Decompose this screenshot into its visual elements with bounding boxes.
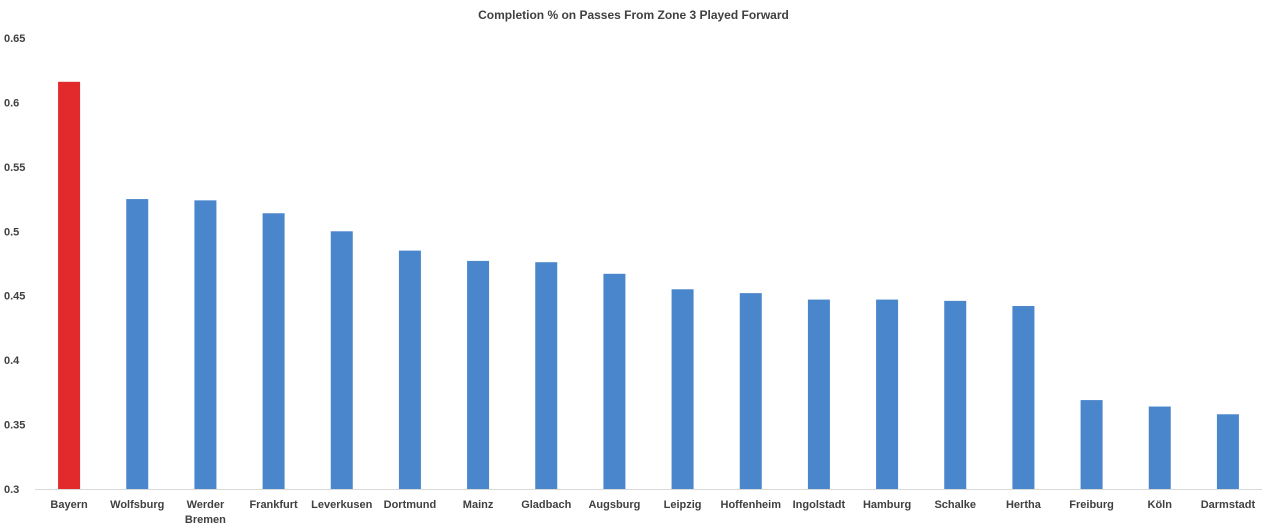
bar-frankfurt	[262, 213, 285, 489]
bar-leipzig	[671, 289, 694, 489]
y-tick-label: 0.55	[4, 162, 25, 174]
x-category-label: Freiburg	[1069, 499, 1114, 511]
x-category-label: Werder Bremen	[185, 499, 226, 526]
x-category-label-line: Wolfsburg	[110, 499, 164, 511]
x-category-label: Mainz	[463, 499, 494, 511]
x-category-label-line: Dortmund	[384, 499, 437, 511]
x-category-label-line: Hertha	[1006, 499, 1042, 511]
y-tick-label: 0.6	[4, 97, 19, 109]
bar-bayern	[58, 81, 81, 489]
bar-gladbach	[535, 262, 558, 489]
bars	[58, 81, 1239, 490]
bar-darmstadt	[1216, 414, 1239, 489]
x-category-label: Bayern	[50, 499, 88, 511]
x-axis-labels: Bayern Wolfsburg Werder Bremen Frankfurt Leve…	[50, 499, 1255, 526]
x-category-label-line: Bremen	[185, 514, 226, 526]
x-category-label-line: Augsburg	[588, 499, 640, 511]
x-category-label: Augsburg	[588, 499, 640, 511]
x-category-label-line: Schalke	[934, 499, 976, 511]
x-category-label-line: Ingolstadt	[793, 499, 846, 511]
x-category-label: Hertha	[1006, 499, 1042, 511]
x-category-label: Darmstadt	[1201, 499, 1256, 511]
y-tick-label: 0.3	[4, 484, 19, 496]
x-category-label-line: Mainz	[463, 499, 494, 511]
x-category-label-line: Freiburg	[1069, 499, 1114, 511]
bar-augsburg	[603, 273, 626, 489]
x-category-label-line: Werder	[187, 499, 225, 511]
x-category-label: Leverkusen	[311, 499, 372, 511]
bar-freiburg	[1080, 400, 1103, 489]
y-axis-ticks: 0.3 0.35 0.4 0.45 0.5 0.55 0.6 0.65	[4, 33, 25, 496]
x-category-label: Hamburg	[863, 499, 911, 511]
x-category-label-line: Leverkusen	[311, 499, 372, 511]
x-category-label: Gladbach	[521, 499, 571, 511]
bar-köln	[1148, 406, 1171, 489]
x-category-label-line: Hamburg	[863, 499, 911, 511]
x-category-label-line: Bayern	[50, 499, 88, 511]
bar-dortmund	[398, 250, 421, 489]
y-tick-label: 0.45	[4, 291, 25, 303]
x-category-label-line: Köln	[1148, 499, 1173, 511]
bar-werder-bremen	[194, 200, 217, 490]
bar-hoffenheim	[739, 293, 762, 489]
x-category-label: Schalke	[934, 499, 976, 511]
bar-schalke	[944, 300, 967, 489]
y-tick-label: 0.4	[4, 355, 20, 367]
y-tick-label: 0.35	[4, 420, 25, 432]
x-category-label: Ingolstadt	[793, 499, 846, 511]
x-category-label: Köln	[1148, 499, 1173, 511]
x-category-label: Frankfurt	[249, 499, 298, 511]
bar-mainz	[467, 260, 490, 489]
bar-ingolstadt	[807, 299, 830, 489]
bar-wolfsburg	[126, 199, 149, 490]
x-category-label: Hoffenheim	[721, 499, 782, 511]
x-category-label: Wolfsburg	[110, 499, 164, 511]
y-tick-label: 0.5	[4, 226, 19, 238]
bar-hamburg	[876, 299, 899, 489]
x-category-label-line: Frankfurt	[249, 499, 298, 511]
x-category-label: Dortmund	[384, 499, 437, 511]
y-tick-label: 0.65	[4, 33, 25, 45]
chart-title: Completion % on Passes From Zone 3 Playe…	[478, 8, 789, 22]
x-category-label-line: Darmstadt	[1201, 499, 1256, 511]
x-category-label-line: Hoffenheim	[721, 499, 782, 511]
bar-hertha	[1012, 306, 1035, 489]
bar-leverkusen	[330, 231, 353, 490]
x-category-label-line: Gladbach	[521, 499, 571, 511]
x-category-label: Leipzig	[664, 499, 702, 511]
x-category-label-line: Leipzig	[664, 499, 702, 511]
